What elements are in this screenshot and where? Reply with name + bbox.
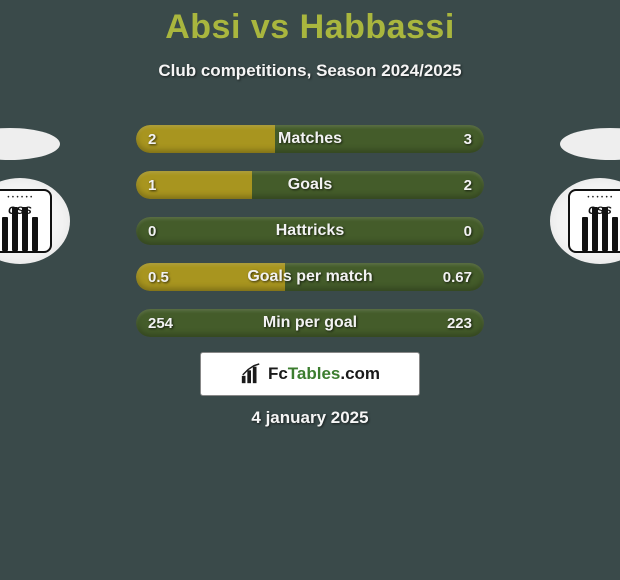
attribution-text: FcTables.com xyxy=(268,364,380,384)
badge-circle: • • • • • • CSS xyxy=(0,178,70,264)
badge-inner: • • • • • • CSS xyxy=(568,189,620,253)
comparison-bars: 23Matches 12Goals 00Hattricks 0.50.67Goals … xyxy=(136,125,484,355)
stat-bar: 12Goals xyxy=(136,171,484,199)
snapshot-date: 4 january 2025 xyxy=(0,408,620,428)
badge-circle: • • • • • • CSS xyxy=(550,178,620,264)
badge-arc-text: • • • • • • xyxy=(0,195,50,201)
attribution-box[interactable]: FcTables.com xyxy=(200,352,420,396)
ellipse-shape xyxy=(560,128,620,160)
stripe xyxy=(582,217,588,251)
bar-track xyxy=(136,217,484,245)
stripe xyxy=(612,217,618,251)
comparison-card: Absi vs Habbassi Club competitions, Seas… xyxy=(0,0,620,580)
player-left-club-badge: • • • • • • CSS xyxy=(0,178,70,264)
badge-club-code: CSS xyxy=(588,205,612,217)
bar-left-fill xyxy=(136,171,252,199)
stat-bar: 254223Min per goal xyxy=(136,309,484,337)
bar-chart-icon xyxy=(240,363,262,385)
badge-club-code: CSS xyxy=(8,205,32,217)
attribution-prefix: Fc xyxy=(268,364,288,383)
ellipse-shape xyxy=(0,128,60,160)
player-right-club-badge: • • • • • • CSS xyxy=(550,178,620,264)
bar-track xyxy=(136,309,484,337)
badge-arc-text: • • • • • • xyxy=(570,195,620,201)
bar-left-fill xyxy=(136,263,285,291)
stat-bar: 0.50.67Goals per match xyxy=(136,263,484,291)
bar-left-fill xyxy=(136,125,275,153)
attribution-suffix: .com xyxy=(340,364,380,383)
stat-bar: 00Hattricks xyxy=(136,217,484,245)
stripe xyxy=(32,217,38,251)
stripe xyxy=(2,217,8,251)
page-title: Absi vs Habbassi xyxy=(0,0,620,47)
badge-inner: • • • • • • CSS xyxy=(0,189,52,253)
stat-bar: 23Matches xyxy=(136,125,484,153)
attribution-accent: Tables xyxy=(288,364,341,383)
subtitle: Club competitions, Season 2024/2025 xyxy=(0,61,620,81)
